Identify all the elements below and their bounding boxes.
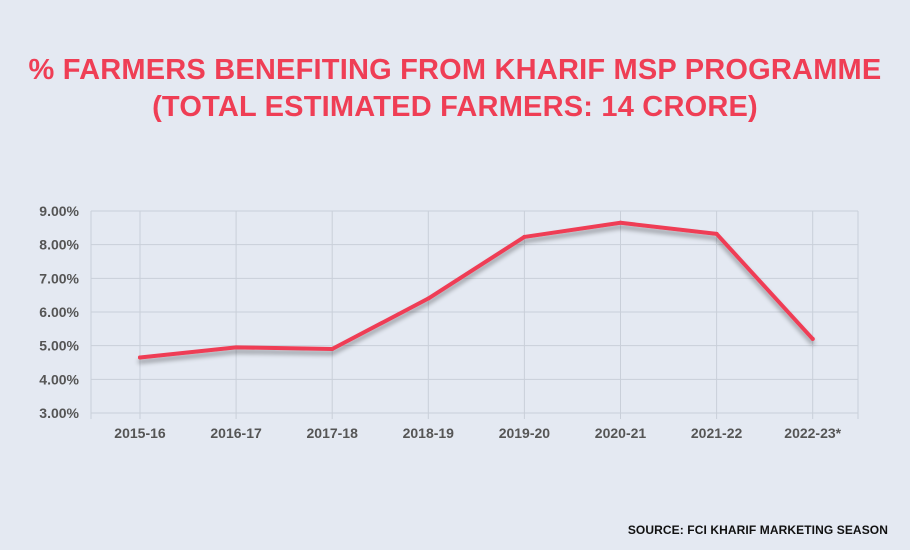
y-tick-label: 5.00%	[39, 338, 79, 354]
data-point	[234, 345, 239, 350]
data-point	[138, 355, 142, 360]
data-point	[330, 347, 335, 352]
x-tick-label: 2015-16	[114, 425, 166, 441]
chart-title-line-1: % FARMERS BENEFITING FROM KHARIF MSP PRO…	[28, 54, 882, 86]
source-note: SOURCE: FCI KHARIF MARKETING SEASON	[627, 523, 888, 537]
x-tick-label: 2021-22	[691, 425, 743, 441]
data-point	[714, 231, 719, 236]
x-tick-label: 2018-19	[403, 425, 455, 441]
data-point	[618, 220, 623, 225]
series-line	[138, 220, 815, 360]
chart-title-line-2: (TOTAL ESTIMATED FARMERS: 14 CRORE)	[152, 91, 758, 123]
x-tick-label: 2022-23*	[784, 425, 841, 441]
chart-title: % FARMERS BENEFITING FROM KHARIF MSP PRO…	[0, 52, 910, 126]
data-point	[810, 336, 815, 341]
y-tick-label: 8.00%	[39, 237, 79, 253]
y-tick-label: 7.00%	[39, 270, 79, 286]
y-tick-label: 4.00%	[39, 371, 79, 387]
x-tick-label: 2016-17	[210, 425, 262, 441]
data-point	[522, 234, 527, 239]
x-tick-label: 2020-21	[595, 425, 647, 441]
y-tick-label: 9.00%	[39, 203, 79, 219]
x-tick-label: 2017-18	[307, 425, 359, 441]
x-tick-label: 2019-20	[499, 425, 551, 441]
data-point	[426, 296, 431, 301]
y-tick-label: 6.00%	[39, 304, 79, 320]
y-tick-label: 3.00%	[39, 405, 79, 421]
